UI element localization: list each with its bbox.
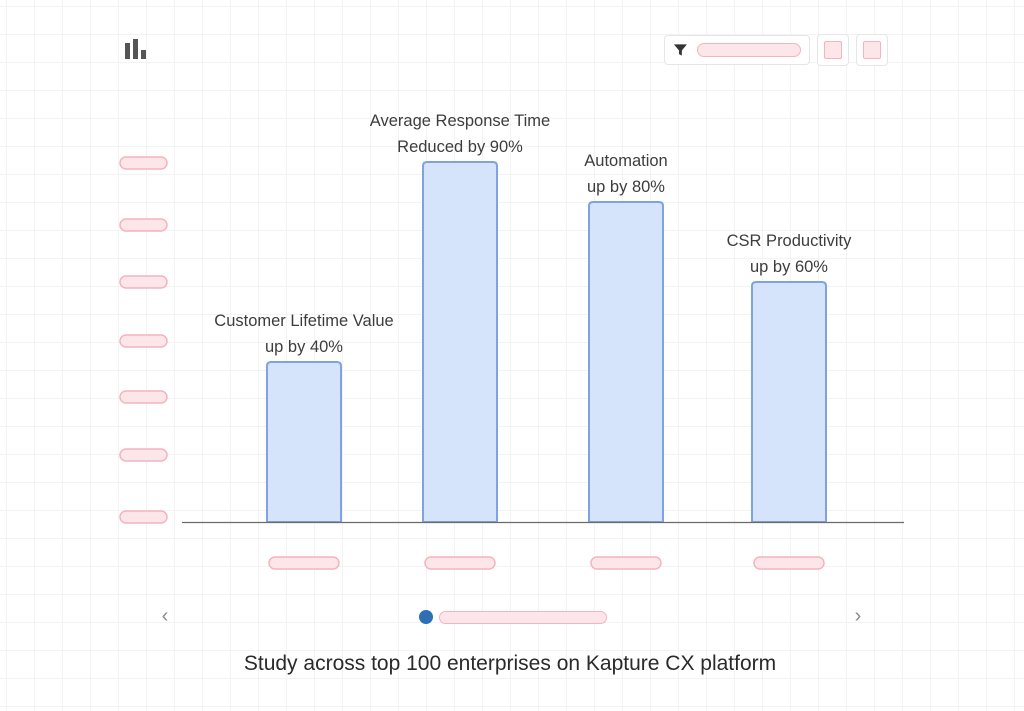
bar-3[interactable] [751,281,827,523]
toolbar-button-1[interactable] [817,34,849,66]
pager-dot-active[interactable] [419,610,433,624]
x-tick-label-3 [753,556,825,570]
bar-chart-icon [125,39,146,59]
y-tick-label-2 [119,275,168,289]
bar-0[interactable] [266,361,342,523]
filter-value-placeholder [696,43,801,57]
filter-icon [673,44,687,56]
y-tick-label-3 [119,334,168,348]
toolbar-button-2[interactable] [856,34,888,66]
toolbar-button-2-icon [863,41,881,59]
bar-chart: Customer Lifetime Value up by 40% Average … [119,112,904,570]
chart-caption: Study across top 100 enterprises on Kapt… [243,652,777,675]
filter-control[interactable] [664,35,810,65]
x-tick-label-0 [268,556,340,570]
pager-label-placeholder [439,611,607,624]
x-tick-label-1 [424,556,496,570]
bar-2[interactable] [588,201,664,523]
y-tick-label-1 [119,218,168,232]
bar-annotation-2: Automation up by 80% [584,152,667,196]
chart-toolbar [664,34,888,66]
y-tick-labels [119,156,168,524]
y-tick-label-6 [119,510,168,524]
y-tick-label-5 [119,448,168,462]
bars: Customer Lifetime Value up by 40% Average … [214,112,852,523]
x-tick-labels [268,556,825,570]
bar-annotation-1: Average Response Time Reduced by 90% [370,112,550,156]
chevron-left-icon[interactable]: ‹ [161,605,169,627]
toolbar-button-1-icon [824,41,842,59]
x-tick-label-2 [590,556,662,570]
bar-1[interactable] [422,161,498,523]
y-tick-label-4 [119,390,168,404]
bar-annotation-0: Customer Lifetime Value up by 40% [214,312,393,356]
bar-annotation-3: CSR Productivity up by 60% [727,232,852,276]
y-tick-label-0 [119,156,168,170]
chevron-right-icon[interactable]: › [854,605,862,627]
